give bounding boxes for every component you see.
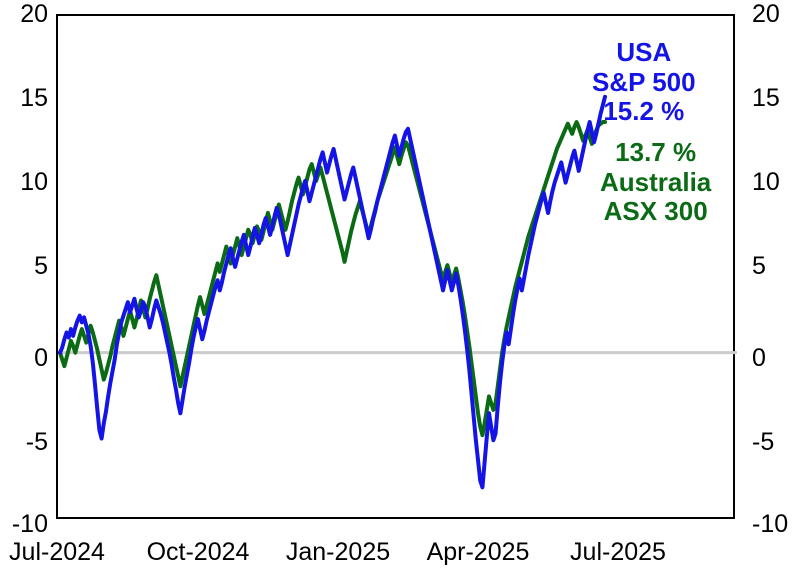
series-line-usa-sp500 — [58, 94, 607, 490]
y-axis-right-tick-neg5: -5 — [752, 428, 775, 456]
x-axis-tick-jul-2025: Jul-2025 — [570, 538, 666, 566]
y-axis-left-tick-5: 5 — [34, 252, 48, 280]
y-axis-right-tick-5: 5 — [752, 252, 766, 280]
y-axis-right-tick-neg10: -10 — [752, 510, 789, 538]
series-svg — [58, 94, 737, 490]
x-axis-tick-jul-2024: Jul-2024 — [9, 538, 105, 566]
legend-australia-value: 13.7 % — [615, 137, 697, 167]
x-axis-tick-oct-2024: Oct-2024 — [146, 538, 250, 566]
y-axis-left-tick-20: 20 — [20, 0, 48, 28]
legend-australia-country: Australia — [600, 166, 712, 197]
y-axis-right-tick-0: 0 — [752, 344, 766, 372]
series-line-australia-asx300 — [58, 120, 607, 438]
legend-australia-index: ASX 300 — [603, 196, 708, 227]
y-axis-left-tick-15: 15 — [20, 84, 48, 112]
y-axis-left-tick-neg5: -5 — [25, 428, 48, 456]
y-axis-left-tick-neg10: -10 — [11, 510, 48, 538]
plot-area — [56, 14, 737, 519]
y-axis-left-tick-0: 0 — [34, 344, 48, 372]
legend-usa-country: USA — [616, 37, 672, 67]
x-axis-tick-jan-2025: Jan-2025 — [285, 538, 391, 566]
legend-australia-asx300: 13.7 % Australia ASX 300 — [600, 137, 712, 227]
legend-usa-value: 15.2 % — [603, 96, 685, 127]
y-axis-right-tick-10: 10 — [752, 168, 780, 196]
y-axis-right-tick-20: 20 — [752, 0, 780, 28]
y-axis-right-tick-15: 15 — [752, 84, 780, 112]
legend-usa-index: S&P 500 — [592, 66, 696, 97]
y-axis-left-tick-10: 10 — [20, 168, 48, 196]
x-axis-tick-apr-2025: Apr-2025 — [426, 538, 530, 566]
legend-usa-sp500: USA S&P 500 15.2 % — [592, 37, 696, 127]
